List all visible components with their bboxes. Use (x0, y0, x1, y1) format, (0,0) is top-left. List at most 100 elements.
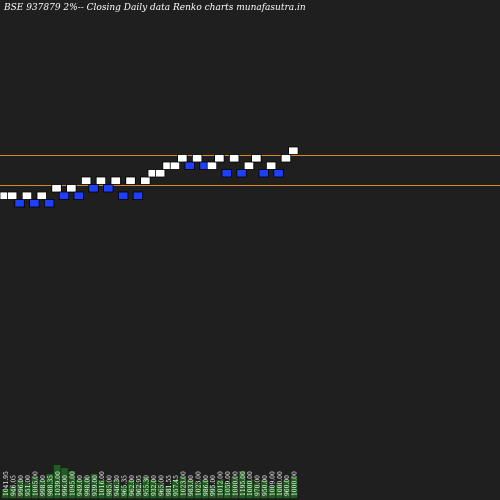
volume-label: 1009.00 (269, 471, 276, 496)
renko-brick-up (280, 154, 292, 163)
volume-label: 1016.00 (99, 471, 106, 496)
volume-bar (113, 480, 120, 498)
volume-bar (142, 477, 150, 498)
volume-bar (194, 483, 201, 498)
renko-brick-down (73, 191, 84, 200)
renko-brick-up (66, 184, 77, 193)
chart-title: BSE 937879 2%-- Closing Daily data Renko… (4, 3, 306, 13)
volume-bar (98, 480, 105, 498)
volume-label: 983.00 (188, 475, 195, 496)
volume-bar (231, 477, 238, 498)
renko-brick-up (154, 169, 166, 178)
renko-brick-up (206, 161, 218, 170)
volume-bar (290, 477, 298, 498)
volume-label: 957.45 (173, 475, 180, 496)
volume-label: 965.35 (121, 475, 128, 496)
renko-brick-down (184, 161, 195, 170)
volume-labels: 1041.95 946.05 996.00 951.00 1005.00 998.00 98… (3, 471, 299, 496)
renko-brick-up (177, 154, 188, 163)
volume-bar (246, 480, 253, 498)
renko-brick-up (288, 146, 299, 155)
volume-label: 1005.00 (33, 471, 40, 496)
volume-bar (179, 477, 187, 498)
renko-brick-up (243, 161, 255, 170)
volume-label: 949.00 (77, 475, 84, 496)
volume-label: 965.00 (158, 475, 165, 496)
volume-label: 1012.00 (218, 471, 225, 496)
volume-bar (61, 468, 68, 498)
renko-brick-up (95, 176, 107, 185)
volume-label: 996.00 (18, 475, 25, 496)
renko-brick-up (169, 161, 181, 170)
volume-label: 1195.00 (240, 471, 247, 496)
volume-bar (46, 474, 53, 498)
level-lines (0, 155, 500, 186)
volume-bar (2, 489, 9, 498)
volume-bar (135, 483, 142, 498)
volume-label: 1000.00 (292, 471, 299, 496)
volume-bar (164, 486, 172, 498)
volume-label: 998.00 (40, 475, 47, 496)
renko-brick-up (251, 154, 262, 163)
renko-brick-up (110, 176, 121, 185)
volume-bar (238, 471, 246, 498)
renko-brick-down (118, 191, 129, 200)
volume-bar (187, 480, 194, 498)
volume-label: 1000.00 (277, 471, 284, 496)
volume-label: 1023.00 (181, 471, 188, 496)
volume-label: 986.00 (203, 475, 210, 496)
renko-brick-down (44, 199, 55, 208)
volume-label: 946.30 (114, 475, 121, 496)
volume-bar (83, 477, 90, 498)
volume-label: 998.00 (84, 475, 91, 496)
volume-label: 985.00 (107, 475, 114, 496)
renko-brick-up (265, 161, 277, 170)
volume-bar (172, 480, 179, 498)
volume-bar (105, 483, 113, 498)
volume-label: 960.00 (284, 475, 291, 496)
volume-label: 951.00 (25, 475, 32, 496)
volume-bar (253, 483, 261, 498)
volume-label: 962.00 (129, 475, 136, 496)
volume-bar (120, 486, 127, 498)
volume-label: 932.00 (151, 475, 158, 496)
renko-brick-up (21, 191, 33, 200)
renko-brick-up (140, 176, 151, 185)
volume-bar (39, 480, 46, 498)
volume-bar (209, 486, 216, 498)
renko-brick-down (58, 191, 70, 200)
volume-bar (201, 480, 209, 498)
volume-bar (16, 480, 24, 498)
volume-label: 1041.95 (3, 471, 10, 496)
volume-label: 970.00 (255, 475, 262, 496)
renko-bricks (0, 146, 299, 208)
renko-brick-down (132, 191, 144, 200)
renko-brick-down (103, 184, 114, 193)
volume-bar (31, 477, 39, 498)
volume-bar (9, 486, 16, 498)
volume-label: 1000.00 (247, 471, 254, 496)
renko-brick-up (191, 154, 203, 163)
volume-label: 939.00 (92, 475, 99, 496)
volume-label: 996.00 (62, 475, 69, 496)
volume-bar (90, 474, 98, 498)
volume-bar (53, 465, 61, 498)
volume-label: 950.00 (262, 475, 269, 496)
volume-bar (268, 486, 275, 498)
renko-brick-up (7, 191, 18, 200)
volume-bar (150, 480, 157, 498)
volume-bar (127, 480, 135, 498)
renko-brick-up (214, 154, 225, 163)
volume-bar (76, 480, 83, 498)
volume-bar (24, 483, 31, 498)
renko-brick-up (228, 154, 240, 163)
renko-brick-down (258, 169, 269, 178)
volume-bar (275, 483, 283, 498)
volume-label: 1059.00 (225, 471, 232, 496)
volume-bar (68, 471, 76, 498)
volume-label: 955.30 (144, 475, 151, 496)
volume-label: 981.55 (166, 475, 173, 496)
renko-brick-down (221, 169, 232, 178)
